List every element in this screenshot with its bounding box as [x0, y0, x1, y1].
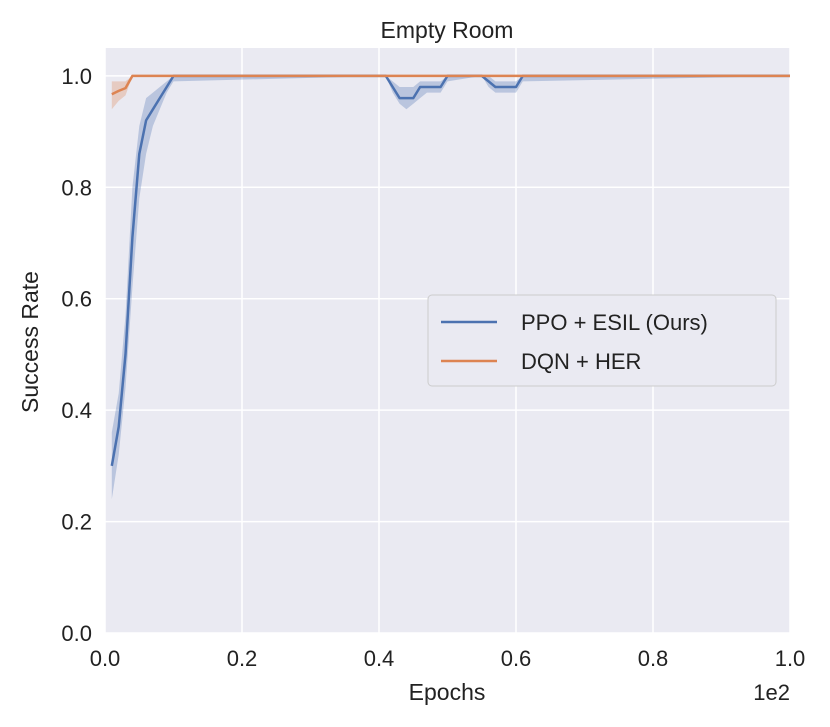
y-tick-label: 0.4 [61, 398, 92, 423]
y-tick-label: 0.6 [61, 287, 92, 312]
series-line-1 [111, 74, 790, 96]
y-axis-title: Success Rate [17, 271, 43, 413]
y-tick-label: 0.2 [61, 510, 92, 535]
y-tick-labels: 0.0 0.2 0.4 0.6 0.8 1.0 [61, 64, 92, 646]
x-tick-label: 0.8 [638, 646, 669, 671]
x-offset-label: 1e2 [753, 680, 790, 705]
y-tick-label: 0.0 [61, 621, 92, 646]
x-tick-labels: 0.0 0.2 0.4 0.6 0.8 1.0 [90, 646, 806, 671]
series-lines [110, 74, 790, 467]
legend: PPO + ESIL (Ours) DQN + HER [427, 294, 777, 387]
x-tick-label: 0.2 [227, 646, 258, 671]
chart-title: Empty Room [381, 17, 514, 43]
x-tick-label: 1.0 [775, 646, 806, 671]
x-tick-label: 0.4 [364, 646, 395, 671]
legend-label-dqn-her: DQN + HER [521, 349, 641, 374]
y-tick-label: 1.0 [61, 64, 92, 89]
series-line-0 [110, 74, 790, 467]
x-tick-label: 0.0 [90, 646, 121, 671]
legend-box [427, 294, 777, 387]
y-tick-label: 0.8 [61, 175, 92, 200]
legend-label-ppo-esil: PPO + ESIL (Ours) [521, 310, 708, 335]
x-axis-title: Epochs [409, 679, 486, 705]
x-tick-label: 0.6 [501, 646, 532, 671]
